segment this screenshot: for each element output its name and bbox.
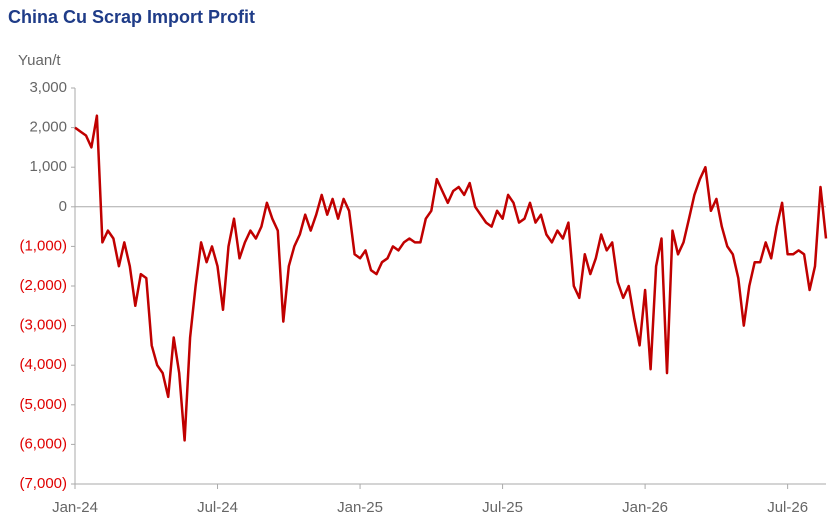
chart-title: China Cu Scrap Import Profit [8, 7, 255, 27]
x-tick-label: Jul-25 [482, 499, 523, 516]
y-tick-label: (2,000) [19, 277, 67, 294]
y-tick-label: 0 [59, 198, 67, 215]
y-tick-label: (3,000) [19, 317, 67, 334]
y-tick-label: 2,000 [29, 119, 67, 136]
y-axis-label: Yuan/t [18, 52, 61, 69]
x-tick-label: Jan-25 [337, 499, 383, 516]
x-tick-label: Jan-24 [52, 499, 98, 516]
x-tick-label: Jul-24 [197, 499, 238, 516]
y-tick-label: 3,000 [29, 79, 67, 96]
y-tick-label: (4,000) [19, 356, 67, 373]
data-line [74, 114, 828, 442]
y-tick-label: (6,000) [19, 435, 67, 452]
y-tick-label: (5,000) [19, 396, 67, 413]
y-tick-label: 1,000 [29, 158, 67, 175]
y-tick-label: (1,000) [19, 237, 67, 254]
x-tick-label: Jan-26 [622, 499, 668, 516]
y-tick-label: (7,000) [19, 475, 67, 492]
x-tick-label: Jul-26 [767, 499, 808, 516]
